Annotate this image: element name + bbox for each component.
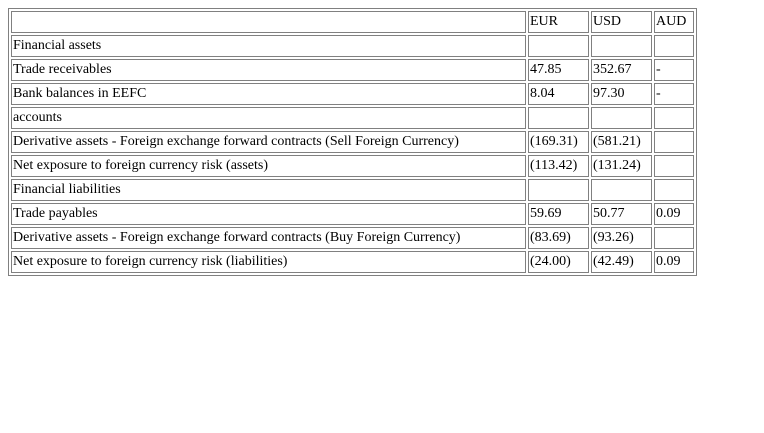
row-label-cell: Trade receivables [11, 59, 526, 81]
table-row: Financial liabilities [11, 179, 694, 201]
aud-value-cell [654, 107, 694, 129]
row-label-cell: Derivative assets - Foreign exchange for… [11, 131, 526, 153]
aud-value-cell [654, 35, 694, 57]
eur-value-cell [528, 107, 589, 129]
eur-value-cell: 59.69 [528, 203, 589, 225]
usd-value-cell: 97.30 [591, 83, 652, 105]
row-label-cell: Bank balances in EEFC [11, 83, 526, 105]
eur-value-cell [528, 179, 589, 201]
table-header-row: EUR USD AUD [11, 11, 694, 33]
table-row: Net exposure to foreign currency risk (l… [11, 251, 694, 273]
usd-value-cell: (93.26) [591, 227, 652, 249]
usd-value-cell [591, 179, 652, 201]
table-row: Trade payables 59.69 50.77 0.09 [11, 203, 694, 225]
currency-exposure-table: EUR USD AUD Financial assets Trade receiv… [8, 8, 697, 276]
eur-value-cell: 8.04 [528, 83, 589, 105]
table-row: Trade receivables 47.85 352.67- [11, 59, 694, 81]
header-cell-aud: AUD [654, 11, 694, 33]
aud-value-cell [654, 227, 694, 249]
usd-value-cell: 50.77 [591, 203, 652, 225]
eur-value-cell [528, 35, 589, 57]
table-row: Derivative assets - Foreign exchange for… [11, 227, 694, 249]
eur-value-cell: (83.69) [528, 227, 589, 249]
eur-value-cell: (24.00) [528, 251, 589, 273]
table-row: Net exposure to foreign currency risk (a… [11, 155, 694, 177]
eur-value-cell: (169.31) [528, 131, 589, 153]
eur-value-cell: (113.42) [528, 155, 589, 177]
row-label-cell: accounts [11, 107, 526, 129]
row-label-cell: Net exposure to foreign currency risk (a… [11, 155, 526, 177]
usd-value-cell: (131.24) [591, 155, 652, 177]
aud-value-cell [654, 155, 694, 177]
usd-value-cell [591, 107, 652, 129]
row-label-cell: Trade payables [11, 203, 526, 225]
row-label-cell: Financial liabilities [11, 179, 526, 201]
table-row: Financial assets [11, 35, 694, 57]
aud-value-cell: - [654, 83, 694, 105]
table-body: EUR USD AUD Financial assets Trade receiv… [11, 11, 694, 273]
aud-value-cell: 0.09 [654, 203, 694, 225]
aud-value-cell [654, 131, 694, 153]
header-cell-usd: USD [591, 11, 652, 33]
header-cell-label [11, 11, 526, 33]
aud-value-cell: - [654, 59, 694, 81]
row-label-cell: Financial assets [11, 35, 526, 57]
header-cell-eur: EUR [528, 11, 589, 33]
aud-value-cell [654, 179, 694, 201]
usd-value-cell: (42.49) [591, 251, 652, 273]
eur-value-cell: 47.85 [528, 59, 589, 81]
usd-value-cell: 352.67 [591, 59, 652, 81]
aud-value-cell: 0.09 [654, 251, 694, 273]
usd-value-cell [591, 35, 652, 57]
usd-value-cell: (581.21) [591, 131, 652, 153]
table-row: accounts [11, 107, 694, 129]
row-label-cell: Net exposure to foreign currency risk (l… [11, 251, 526, 273]
table-row: Bank balances in EEFC 8.04 97.30- [11, 83, 694, 105]
table-row: Derivative assets - Foreign exchange for… [11, 131, 694, 153]
row-label-cell: Derivative assets - Foreign exchange for… [11, 227, 526, 249]
